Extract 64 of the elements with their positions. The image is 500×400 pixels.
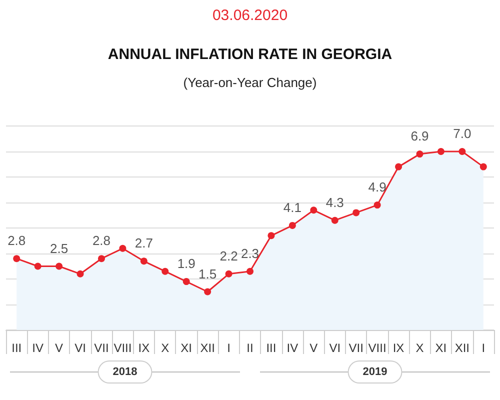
point <box>119 244 126 252</box>
point <box>56 262 63 270</box>
x-tick-label: XI <box>435 341 447 355</box>
point <box>374 202 381 209</box>
point <box>204 288 212 296</box>
data-label: 6.9 <box>410 128 429 144</box>
point <box>437 148 444 155</box>
x-tick-label: V <box>310 341 318 355</box>
point <box>416 150 424 158</box>
x-tick-label: III <box>12 341 22 355</box>
point <box>352 209 360 216</box>
chart-title: ANNUAL INFLATION RATE IN GEORGIA <box>108 46 392 63</box>
data-label: 4.9 <box>368 180 386 195</box>
x-tick-label: IV <box>32 341 44 355</box>
x-tick-label: III <box>266 341 276 355</box>
point <box>246 268 254 275</box>
data-label: 1.9 <box>177 256 196 272</box>
x-tick-label: V <box>55 341 64 355</box>
x-tick-label: IX <box>138 341 150 355</box>
x-tick-label: X <box>161 341 170 355</box>
data-label: 2.3 <box>240 246 260 261</box>
point <box>98 255 105 262</box>
x-tick-label: IX <box>392 341 404 355</box>
x-tick-label: XII <box>454 341 470 355</box>
x-tick-label: VII <box>348 341 364 355</box>
data-label: 2.5 <box>50 240 68 256</box>
point <box>310 206 318 214</box>
text: 2019 <box>362 366 388 378</box>
data-label: 2.7 <box>134 236 153 251</box>
point <box>13 255 20 262</box>
x-tick-label: VIII <box>114 341 132 355</box>
x-tick-label: VIII <box>368 341 386 355</box>
x-tick-label: IV <box>286 341 298 355</box>
x-tick-label: I <box>227 341 230 355</box>
data-label: 2.8 <box>8 233 26 248</box>
x-tick-label: VI <box>74 341 86 355</box>
point <box>268 232 275 240</box>
point <box>182 278 190 286</box>
data-label: 7.0 <box>453 126 472 141</box>
x-tick-label: I <box>482 341 486 355</box>
text: 03.06.2020 <box>212 7 288 24</box>
data-label: 2.2 <box>220 248 238 264</box>
point <box>76 270 84 278</box>
point <box>140 258 148 265</box>
data-label: 1.5 <box>198 266 217 282</box>
point <box>225 270 232 278</box>
x-tick-label: XI <box>180 341 192 355</box>
data-label: 2.8 <box>92 233 111 248</box>
point <box>162 268 169 275</box>
point <box>480 163 487 170</box>
chart-subtitle: (Year-on-Year Change) <box>183 75 317 90</box>
text: 2018 <box>112 366 138 378</box>
x-tick-label: VII <box>94 341 109 355</box>
x-tick-label: XII <box>200 341 215 355</box>
data-label: 4.1 <box>283 200 302 215</box>
point <box>395 163 402 170</box>
point <box>288 222 296 229</box>
data-label: 4.3 <box>326 194 344 210</box>
x-tick-label: II <box>246 341 254 355</box>
point <box>458 148 466 155</box>
point <box>34 262 42 270</box>
point <box>331 216 338 224</box>
x-tick-label: X <box>416 341 424 355</box>
x-tick-label: VI <box>329 341 341 355</box>
